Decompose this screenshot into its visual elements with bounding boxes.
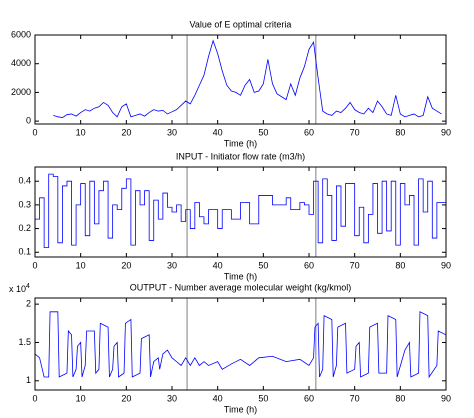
y-multiplier-base: x 10: [9, 284, 26, 294]
chart-title: OUTPUT - Number average molecular weight…: [130, 282, 351, 292]
y-tick-label: 4000: [11, 58, 31, 68]
x-tick-label: 60: [304, 260, 314, 270]
data-line: [34, 311, 447, 379]
x-tick-label: 30: [167, 127, 177, 137]
x-axis-label: Time (h): [224, 404, 257, 414]
x-tick-label: 0: [32, 260, 37, 270]
plot-frame: [34, 297, 447, 391]
x-tick-label: 80: [395, 127, 405, 137]
data-line: [35, 173, 446, 248]
x-tick-label: 0: [32, 393, 37, 403]
x-tick-label: 50: [258, 393, 268, 403]
x-tick-label: 10: [76, 393, 86, 403]
x-tick-label: 40: [213, 127, 223, 137]
x-tick-label: 70: [350, 127, 360, 137]
x-tick-label: 50: [258, 127, 268, 137]
y-tick-label: 0.3: [18, 199, 31, 209]
chart-title: INPUT - Initiator flow rate (m3/h): [176, 151, 305, 161]
x-tick-label: 90: [441, 260, 451, 270]
x-tick-label: 20: [121, 260, 131, 270]
x-tick-label: 20: [121, 127, 131, 137]
y-tick-label: 0.1: [18, 247, 31, 257]
x-axis-label: Time (h): [224, 138, 257, 148]
x-tick-label: 80: [395, 260, 405, 270]
data-line: [53, 39, 442, 118]
x-tick-label: 40: [213, 393, 223, 403]
x-tick-label: 70: [350, 393, 360, 403]
y-tick-label: 0.4: [18, 176, 31, 186]
plot-background: [35, 35, 446, 124]
y-tick-label: 0.2: [18, 223, 31, 233]
x-tick-label: 10: [76, 260, 86, 270]
chart-title: Value of E optimal criteria: [190, 19, 292, 29]
x-tick-label: 30: [167, 260, 177, 270]
x-tick-label: 50: [258, 260, 268, 270]
y-tick-label: 0: [26, 116, 31, 126]
x-tick-label: 40: [213, 260, 223, 270]
y-tick-label: 1: [26, 375, 31, 385]
plot-frame: [34, 166, 447, 258]
plot-frame: [34, 34, 447, 125]
plot-background: [35, 298, 446, 390]
x-tick-label: 90: [441, 393, 451, 403]
x-tick-label: 70: [350, 260, 360, 270]
y-multiplier-exponent: 4: [26, 283, 30, 290]
y-tick-label: 2000: [11, 87, 31, 97]
x-tick-label: 0: [32, 127, 37, 137]
y-tick-label: 2: [26, 299, 31, 309]
x-tick-label: 30: [167, 393, 177, 403]
x-axis-label: Time (h): [224, 271, 257, 281]
x-tick-label: 80: [395, 393, 405, 403]
x-tick-label: 10: [76, 127, 86, 137]
x-tick-label: 60: [304, 127, 314, 137]
x-tick-label: 60: [304, 393, 314, 403]
y-multiplier: x 104: [9, 283, 30, 295]
y-tick-label: 6000: [11, 29, 31, 39]
y-tick-label: 1.5: [18, 337, 31, 347]
x-tick-label: 90: [441, 127, 451, 137]
x-tick-label: 20: [121, 393, 131, 403]
